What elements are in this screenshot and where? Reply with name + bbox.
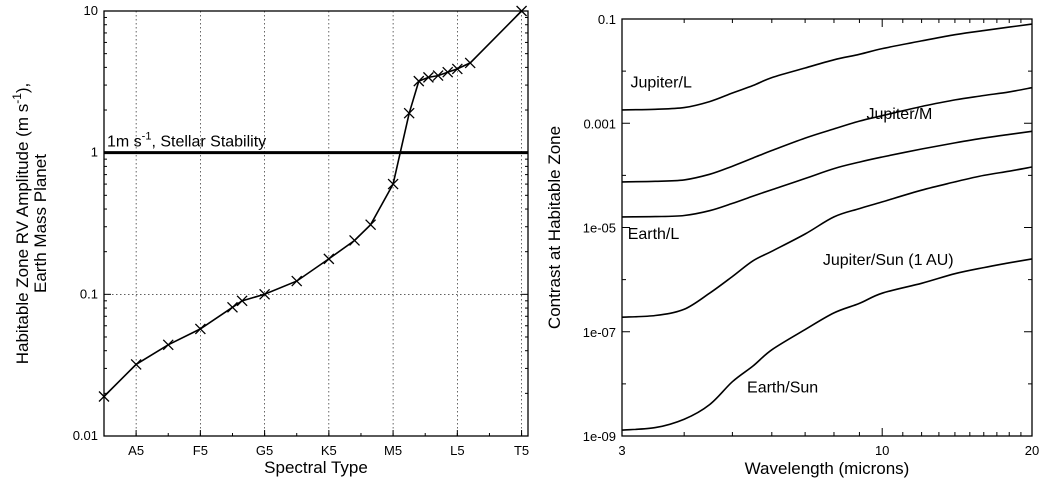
data-point-marker (259, 288, 271, 300)
left-y-tick-label: 0.01 (73, 428, 98, 443)
left-grid (104, 11, 528, 436)
stability-label-sup: -1 (142, 131, 152, 143)
data-point-marker (291, 275, 303, 287)
data-point-marker (349, 235, 361, 246)
data-point-marker (236, 295, 248, 307)
left-y-tick-label: 10 (84, 3, 98, 18)
right-y-tick-labels: 1e-09 1e-07 1e-05 0.001 0.1 (583, 12, 616, 444)
stability-label-part1: 1m s (107, 134, 142, 151)
data-point-marker (227, 301, 238, 313)
left-x-tick-label: L5 (450, 443, 464, 458)
curve-annotation: Jupiter/L (630, 75, 691, 92)
right-y-tick-label: 1e-05 (583, 221, 616, 236)
curve-annotation: Earth/L (628, 226, 680, 243)
left-y-tick-label: 0.1 (80, 286, 98, 301)
left-plot-frame (103, 10, 529, 437)
data-point-marker (130, 358, 142, 370)
left-x-tick-label: A5 (128, 443, 144, 458)
right-x-tick-label: 20 (1025, 443, 1039, 458)
right-y-tick-label: 1e-07 (583, 325, 616, 340)
left-y-axis-label-line1: Habitable Zone RV Amplitude (m s-1), (10, 83, 32, 365)
contrast-curve (621, 258, 1033, 431)
data-point-marker (162, 339, 174, 351)
data-point-marker (464, 57, 476, 69)
curve-annotation: Jupiter/M (867, 106, 933, 123)
stability-label-part2: , Stellar Stability (151, 134, 266, 151)
data-point-marker (323, 253, 335, 265)
contrast-series (621, 23, 1033, 431)
left-x-tick-label: T5 (514, 443, 529, 458)
contrast-curve (621, 130, 1033, 218)
stellar-stability-label: 1m s-1, Stellar Stability (107, 131, 266, 151)
curve-annotation: Earth/Sun (747, 380, 818, 397)
left-x-tick-label: G5 (256, 443, 273, 458)
left-ticks (103, 10, 528, 437)
left-x-tick-label: M5 (384, 443, 402, 458)
data-point-marker (451, 63, 463, 75)
right-plot-frame (621, 18, 1033, 437)
right-x-axis-label: Wavelength (microns) (745, 459, 910, 478)
data-point-marker (432, 70, 444, 82)
contrast-curve (621, 166, 1033, 318)
left-y-tick-labels: 0.01 0.1 1 10 (73, 3, 98, 443)
contrast-annotations: Jupiter/L Jupiter/M Earth/L Jupiter/Sun (1 … (628, 75, 954, 397)
left-x-tick-label: F5 (193, 443, 208, 458)
right-x-tick-label: 10 (875, 443, 889, 458)
data-point-marker (403, 107, 415, 119)
data-point-marker (422, 71, 434, 83)
left-y-tick-label: 1 (91, 145, 98, 160)
contrast-curve (621, 86, 1033, 183)
right-y-tick-label: 0.1 (598, 12, 616, 27)
y-label-line1-sup: -1 (10, 93, 24, 104)
data-point-marker (387, 178, 399, 190)
contrast-curve (621, 23, 1033, 111)
right-x-tick-labels: 3 10 20 (618, 443, 1039, 458)
right-y-tick-label: 0.001 (583, 116, 616, 131)
right-y-axis-label: Contrast at Habitable Zone (545, 126, 564, 329)
rv-amplitude-series (103, 10, 523, 398)
y-label-line1-after: ), (13, 83, 32, 93)
curve-annotation: Jupiter/Sun (1 AU) (823, 252, 954, 269)
left-x-tick-label: K5 (321, 443, 337, 458)
left-x-tick-labels: A5 F5 G5 K5 M5 L5 T5 (128, 443, 529, 458)
rv-amplitude-markers (98, 5, 528, 402)
data-point-marker (194, 323, 206, 335)
left-x-axis-label: Spectral Type (264, 458, 368, 477)
data-point-marker (365, 219, 377, 231)
left-y-axis-label-line2: Earth Mass Planet (31, 154, 50, 293)
data-point-marker (413, 75, 425, 87)
y-label-line1-text: Habitable Zone RV Amplitude (m s (13, 104, 32, 364)
right-y-tick-label: 1e-09 (583, 429, 616, 444)
right-x-tick-label: 3 (618, 443, 625, 458)
data-point-marker (442, 66, 454, 78)
